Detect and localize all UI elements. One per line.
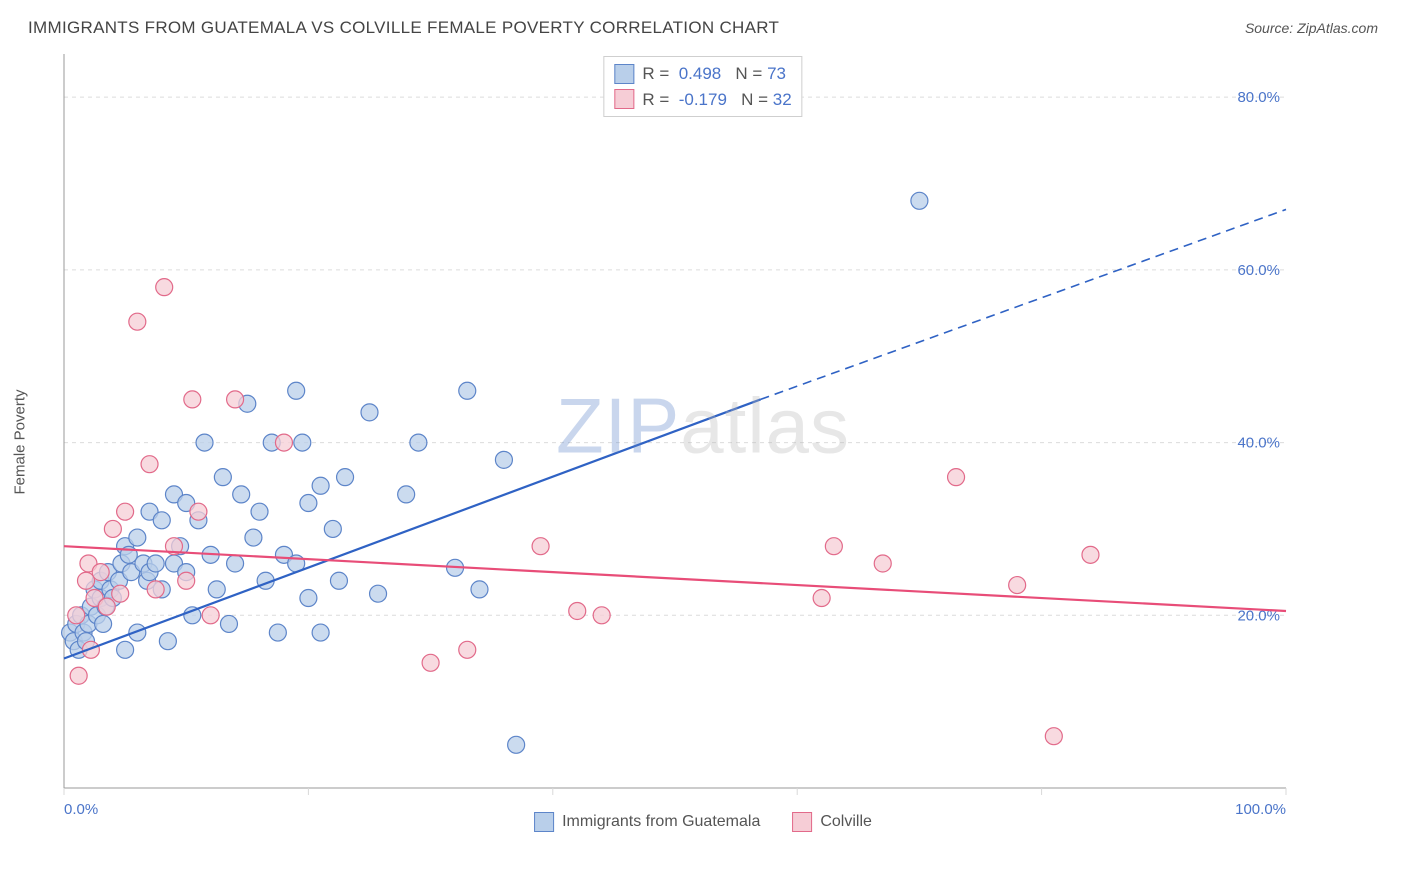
chart-container: Female Poverty ZIPatlas R = 0.498 N = 73…: [28, 48, 1378, 836]
source-label: Source: ZipAtlas.com: [1245, 20, 1378, 36]
legend-item: Colville: [792, 812, 872, 832]
legend-label: Immigrants from Guatemala: [562, 813, 760, 831]
svg-text:100.0%: 100.0%: [1235, 801, 1286, 818]
bottom-legend: Immigrants from Guatemala Colville: [534, 812, 872, 832]
stats-legend: R = 0.498 N = 73 R = -0.179 N = 32: [603, 56, 802, 117]
svg-text:80.0%: 80.0%: [1237, 89, 1280, 106]
legend-swatch: [614, 64, 634, 84]
legend-item: Immigrants from Guatemala: [534, 812, 760, 832]
stats-row: R = -0.179 N = 32: [614, 87, 791, 113]
scatter-plot: 20.0%40.0%60.0%80.0%0.0%100.0%: [28, 48, 1324, 836]
legend-swatch: [534, 812, 554, 832]
svg-text:40.0%: 40.0%: [1237, 435, 1280, 452]
legend-swatch: [792, 812, 812, 832]
legend-label: Colville: [820, 813, 872, 831]
chart-title: IMMIGRANTS FROM GUATEMALA VS COLVILLE FE…: [28, 18, 779, 38]
y-axis-label: Female Poverty: [12, 389, 29, 494]
svg-text:0.0%: 0.0%: [64, 801, 98, 818]
svg-text:60.0%: 60.0%: [1237, 262, 1280, 279]
stats-row: R = 0.498 N = 73: [614, 61, 791, 87]
legend-swatch: [614, 89, 634, 109]
